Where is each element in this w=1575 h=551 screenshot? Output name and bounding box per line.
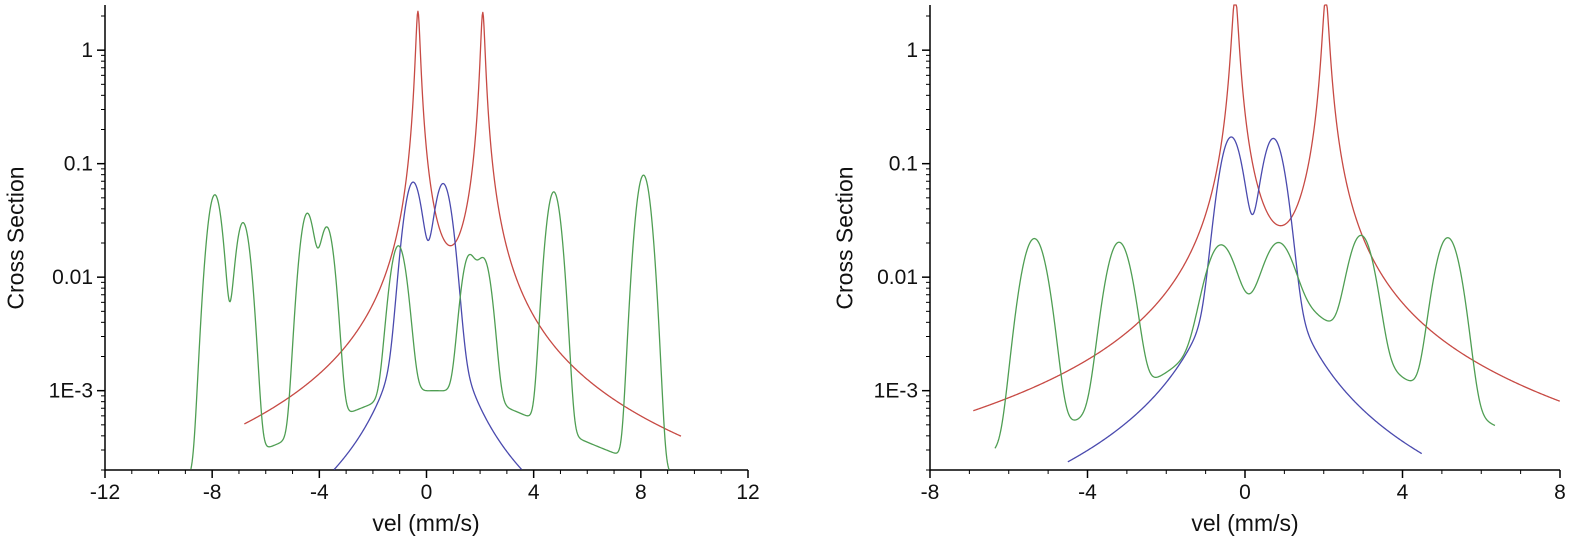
plot-svg-right: -8 -4 0 4 8 1E-3 0.01 0.1 1 xyxy=(874,4,1566,504)
y-axis-title: Cross Section xyxy=(831,166,858,310)
curve-blue-doublet xyxy=(333,181,523,471)
x-tick-label: 4 xyxy=(1397,481,1409,504)
y-tick-label: 1E-3 xyxy=(874,380,918,403)
x-axis-title: vel (mm/s) xyxy=(1191,510,1299,536)
chart-right: -8 -4 0 4 8 1E-3 0.01 0.1 1 Cross Section vel (m… xyxy=(790,0,1575,551)
x-tick-label: 8 xyxy=(635,481,647,504)
x-tick-label: -4 xyxy=(1078,481,1097,504)
curve-red-lorentzian-doublet xyxy=(244,10,682,437)
y-tick-label: 0.1 xyxy=(889,153,918,176)
x-tick-label: 12 xyxy=(736,481,759,504)
y-tick-label: 1 xyxy=(81,39,93,62)
curve-green-sextet xyxy=(190,174,670,470)
x-axis-title: vel (mm/s) xyxy=(372,510,480,536)
x-tick-label: 0 xyxy=(1239,481,1251,504)
x-tick-label: 8 xyxy=(1554,481,1566,504)
x-tick-label: -8 xyxy=(203,481,222,504)
curve-red-lorentzian-doublet xyxy=(973,4,1561,412)
x-tick-label: -8 xyxy=(921,481,940,504)
y-tick-label: 0.01 xyxy=(52,266,93,289)
plot-svg-left: -12 -8 -4 0 4 8 12 1E-3 0.01 0.1 1 xyxy=(49,5,760,504)
x-tick-label: 4 xyxy=(528,481,540,504)
y-axis-title: Cross Section xyxy=(2,166,29,310)
x-tick-label: -4 xyxy=(310,481,329,504)
x-tick-label: 0 xyxy=(421,481,433,504)
curve-blue-doublet xyxy=(1067,136,1423,463)
y-tick-label: 0.1 xyxy=(64,153,93,176)
x-tick-label: -12 xyxy=(90,481,120,504)
y-tick-label: 1E-3 xyxy=(49,380,93,403)
axes xyxy=(929,5,1560,471)
chart-left: -12 -8 -4 0 4 8 12 1E-3 0.01 0.1 1 Cross Section v… xyxy=(2,5,760,536)
y-tick-label: 0.01 xyxy=(877,266,918,289)
y-tick-label: 1 xyxy=(906,39,918,62)
curve-green-sextet xyxy=(994,234,1496,449)
